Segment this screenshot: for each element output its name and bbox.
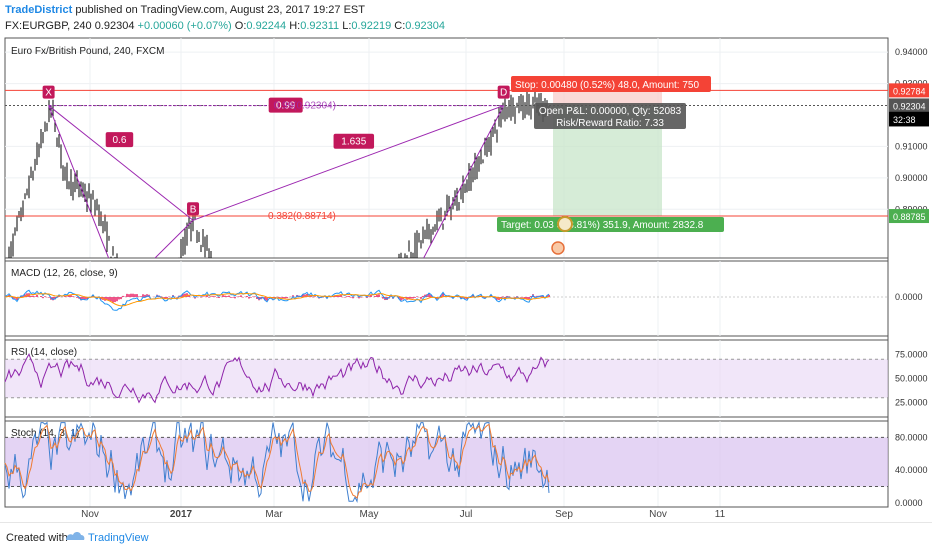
- x-tick-label: 2017: [170, 509, 193, 520]
- ratio-badge: [105, 132, 134, 148]
- rr-label: Risk/Reward Ratio: 7.33: [556, 118, 664, 129]
- event-marker-icon: [557, 216, 573, 232]
- fib-382-label: 0.382(0.88714): [268, 211, 336, 222]
- ratio-label: 1.635: [341, 137, 366, 148]
- price-change: +0.00060 (+0.07%): [137, 20, 232, 32]
- publish-line: TradeDistrict published on TradingView.c…: [5, 4, 365, 16]
- candles: [6, 89, 550, 258]
- ratio-label: 0.99: [276, 101, 296, 112]
- point-label-B: B: [190, 204, 197, 215]
- price-tag-label: 0.88785: [893, 212, 926, 222]
- price-tag: [889, 209, 929, 224]
- macd-y-tick: 0.0000: [895, 292, 923, 302]
- cd-leg: [423, 105, 505, 259]
- pnl-label: Open P&L: 0.00000, Qty: 52083: [539, 106, 682, 117]
- pane-frame-0: [4, 37, 889, 259]
- stoch-k-line: [4, 420, 550, 504]
- price-tag-label: 0.92304: [893, 101, 926, 111]
- rsi-pane-title: RSI (14, close): [11, 347, 77, 358]
- point-badge-D: [497, 85, 510, 99]
- stoch-pane-title: Stoch (14, 3, 1): [11, 428, 79, 439]
- rsi-y-tick: 25.0000: [895, 398, 928, 408]
- footer: Created with TradingView: [0, 522, 932, 551]
- xa-leg: [48, 105, 110, 259]
- price-tag-label: 32:38: [893, 115, 916, 125]
- macd-pane-title: MACD (12, 26, close, 9): [11, 268, 118, 279]
- xb-leg: [48, 105, 194, 221]
- author-name[interactable]: TradeDistrict: [5, 4, 73, 16]
- close-value: 0.92304: [405, 20, 446, 32]
- stoch-y-tick: 80.0000: [895, 432, 928, 442]
- pnl-box: [534, 103, 686, 129]
- ratio-badge: [333, 133, 375, 149]
- macd-line: [4, 289, 550, 311]
- x-tick-label: Nov: [81, 509, 99, 520]
- high-value: 0.92311: [300, 20, 340, 32]
- price-pane-title: Euro Fx/British Pound, 240, FXCM: [11, 46, 164, 57]
- ab-leg: [154, 219, 194, 259]
- x-tick-label: May: [360, 509, 379, 520]
- stoch-y-tick: 0.0000: [895, 498, 923, 508]
- open-value: 0.92244: [246, 20, 287, 32]
- price-tag: [889, 111, 929, 126]
- symbol-line: FX:EURGBP, 240 0.92304 +0.00060 (+0.07%)…: [5, 20, 445, 32]
- stop-label: Stop: 0.00480 (0.52%) 48.0, Amount: 750: [515, 80, 699, 91]
- signal-line: [4, 292, 550, 307]
- low-value: 0.92219: [351, 20, 392, 32]
- price-y-tick: 0.94000: [895, 47, 928, 57]
- x-tick-label: Sep: [555, 509, 573, 520]
- price-tag: [889, 83, 929, 98]
- point-badge-B: [187, 202, 200, 216]
- high-label: H:: [289, 20, 301, 32]
- x-tick-label: 11: [715, 509, 726, 520]
- price-tag-label: 0.92784: [893, 86, 926, 96]
- stop-label-box: [511, 76, 711, 92]
- price-tag: [889, 98, 929, 113]
- fib-level-label: 0.99(0.92304): [274, 101, 336, 112]
- x-tick-label: Mar: [265, 509, 283, 520]
- rsi-line: [4, 353, 550, 404]
- stoch-y-tick: 40.0000: [895, 465, 928, 475]
- point-badge-X: [42, 85, 55, 99]
- tradingview-brand[interactable]: TradingView: [88, 532, 149, 544]
- point-label-X: X: [45, 88, 52, 99]
- price-y-tick: 0.91000: [895, 141, 928, 151]
- stop-zone: [553, 90, 662, 106]
- point-label-D: D: [500, 88, 507, 99]
- open-label: O:: [234, 20, 247, 32]
- price-y-tick: 0.90000: [895, 173, 928, 183]
- rsi-y-tick: 50.0000: [895, 374, 928, 384]
- chart-header: TradeDistrict published on TradingView.c…: [0, 0, 932, 38]
- stoch-d-line: [4, 423, 550, 500]
- symbol: FX:EURGBP, 240: [5, 20, 92, 32]
- tradingview-logo-icon: [66, 532, 85, 540]
- ratio-label: 0.6: [112, 135, 126, 146]
- published-text: published on TradingView.com, August 23,…: [75, 4, 365, 16]
- rsi-y-tick: 75.0000: [895, 349, 928, 359]
- target-label-box: [497, 217, 724, 233]
- chart-canvas[interactable]: Nov2017MarMayJulSepNov110.940000.930000.…: [0, 0, 932, 522]
- last-price: 0.92304: [94, 20, 135, 32]
- ratio-badge: [268, 97, 303, 113]
- rsi-band: [5, 359, 888, 398]
- x-tick-label: Nov: [649, 509, 667, 520]
- target-label: Target: 0.03 3 (3.81%) 351.9, Amount: 28…: [501, 220, 704, 231]
- bd-leg: [192, 105, 504, 221]
- x-tick-label: Jul: [460, 509, 473, 520]
- close-label: C:: [394, 20, 406, 32]
- low-label: L:: [342, 20, 352, 32]
- created-with-text: Created with: [6, 532, 68, 544]
- event-marker-icon: [551, 241, 565, 255]
